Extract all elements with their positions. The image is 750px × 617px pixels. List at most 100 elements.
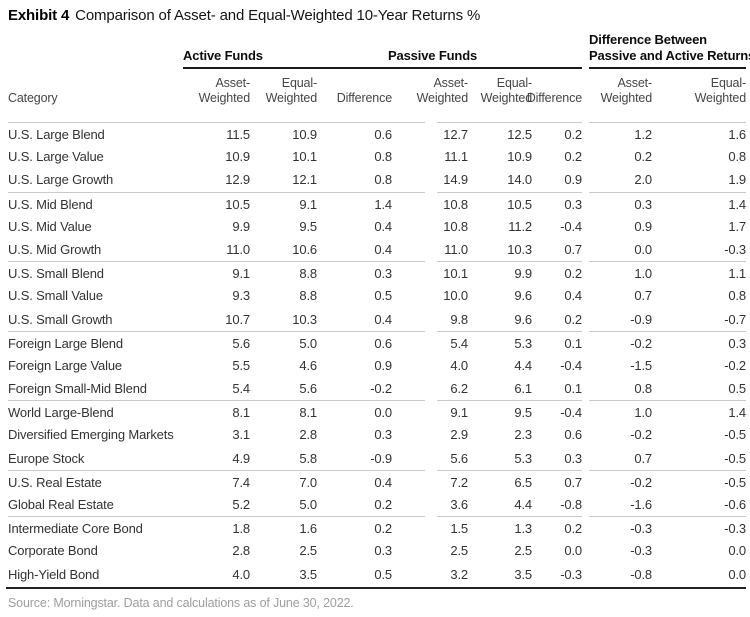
value-cell-active-asset: 5.5 bbox=[232, 357, 250, 373]
category-cell: U.S. Real Estate bbox=[8, 474, 102, 490]
row-section-difference: -0.8 0.0 bbox=[589, 563, 746, 586]
value-cell-passive-asset: 6.2 bbox=[450, 381, 468, 397]
value-cell-diff-equal: -0.5 bbox=[724, 427, 746, 443]
category-cell: Foreign Large Blend bbox=[8, 335, 123, 351]
column-gap bbox=[425, 516, 437, 539]
value-cell-diff-equal: -0.3 bbox=[724, 241, 746, 257]
value-cell-passive-difference: 0.1 bbox=[564, 381, 582, 397]
value-cell-passive-equal: 9.6 bbox=[514, 311, 532, 327]
value-cell-active-asset: 9.3 bbox=[232, 288, 250, 304]
value-cell-diff-asset: 1.2 bbox=[634, 127, 652, 142]
column-gap bbox=[425, 192, 437, 215]
value-cell-active-difference: 0.5 bbox=[374, 566, 392, 582]
row-section-active: U.S. Mid Blend 10.5 9.1 1.4 bbox=[8, 191, 425, 215]
value-cell-active-asset: 8.1 bbox=[232, 405, 250, 421]
value-cell-active-difference: 0.4 bbox=[374, 311, 392, 327]
value-cell-diff-asset: -1.6 bbox=[630, 497, 652, 512]
row-section-difference: -0.9 -0.7 bbox=[589, 308, 746, 331]
column-header-passive-asset-weighted: Asset- Weighted bbox=[417, 76, 469, 106]
row-section-passive: 2.5 2.5 0.0 bbox=[437, 539, 582, 562]
category-cell: U.S. Small Blend bbox=[8, 266, 104, 282]
table-row: High-Yield Bond 4.0 3.5 0.5 3.2 3.5 -0.3… bbox=[0, 563, 750, 586]
value-cell-passive-asset: 10.0 bbox=[443, 288, 468, 304]
column-gap bbox=[582, 563, 589, 586]
category-cell: Corporate Bond bbox=[8, 543, 98, 559]
value-cell-passive-asset: 7.2 bbox=[450, 474, 468, 490]
row-section-passive: 6.2 6.1 0.1 bbox=[437, 377, 582, 400]
value-cell-active-equal: 10.3 bbox=[292, 311, 317, 327]
value-cell-passive-asset: 3.2 bbox=[450, 566, 468, 582]
column-header-line: Equal- bbox=[710, 76, 746, 90]
value-cell-active-equal: 5.6 bbox=[299, 381, 317, 397]
table-body: U.S. Large Blend 11.5 10.9 0.6 12.7 12.5… bbox=[0, 122, 750, 586]
value-cell-passive-equal: 4.4 bbox=[514, 497, 532, 512]
row-section-difference: 0.7 0.8 bbox=[589, 284, 746, 307]
value-cell-diff-asset: -0.3 bbox=[630, 521, 652, 537]
value-cell-passive-asset: 12.7 bbox=[443, 127, 468, 142]
row-section-difference: 0.7 -0.5 bbox=[589, 447, 746, 470]
row-section-difference: 0.2 0.8 bbox=[589, 145, 746, 168]
value-cell-passive-asset: 14.9 bbox=[443, 172, 468, 188]
category-cell: U.S. Large Blend bbox=[8, 127, 105, 142]
table-row: U.S. Small Growth 10.7 10.3 0.4 9.8 9.6 … bbox=[0, 308, 750, 331]
row-section-passive: 10.1 9.9 0.2 bbox=[437, 261, 582, 284]
row-section-active: Diversified Emerging Markets 3.1 2.8 0.3 bbox=[8, 423, 425, 446]
value-cell-passive-equal: 9.5 bbox=[514, 405, 532, 421]
column-header-line: Equal- bbox=[496, 76, 532, 90]
value-cell-passive-asset: 9.1 bbox=[450, 405, 468, 421]
column-gap bbox=[425, 423, 437, 446]
value-cell-passive-equal: 3.5 bbox=[514, 566, 532, 582]
value-cell-active-difference: 0.4 bbox=[374, 241, 392, 257]
value-cell-active-asset: 9.1 bbox=[232, 266, 250, 282]
category-cell: Foreign Small-Mid Blend bbox=[8, 381, 147, 397]
value-cell-active-difference: 0.6 bbox=[374, 335, 392, 351]
column-gap bbox=[425, 400, 437, 423]
value-cell-active-asset: 3.1 bbox=[232, 427, 250, 443]
value-cell-active-asset: 10.7 bbox=[225, 311, 250, 327]
column-gap bbox=[582, 539, 589, 562]
table-row: U.S. Real Estate 7.4 7.0 0.4 7.2 6.5 0.7… bbox=[0, 469, 750, 493]
row-section-active: U.S. Large Blend 11.5 10.9 0.6 bbox=[8, 122, 425, 145]
row-section-active: Corporate Bond 2.8 2.5 0.3 bbox=[8, 539, 425, 562]
value-cell-passive-difference: 0.6 bbox=[564, 427, 582, 443]
value-cell-passive-equal: 11.2 bbox=[508, 218, 532, 234]
value-cell-diff-asset: -0.3 bbox=[630, 543, 652, 559]
row-section-active: High-Yield Bond 4.0 3.5 0.5 bbox=[8, 563, 425, 586]
row-section-passive: 5.4 5.3 0.1 bbox=[437, 330, 582, 354]
column-header-active-difference: Difference bbox=[336, 91, 392, 105]
value-cell-active-asset: 4.9 bbox=[232, 450, 250, 466]
value-cell-active-equal: 7.0 bbox=[299, 474, 317, 490]
column-gap bbox=[425, 238, 437, 261]
row-section-difference: 0.8 0.5 bbox=[589, 377, 746, 400]
row-section-active: Foreign Small-Mid Blend 5.4 5.6 -0.2 bbox=[8, 377, 425, 400]
value-cell-diff-equal: -0.5 bbox=[724, 450, 746, 466]
column-header-passive-difference: Difference bbox=[526, 91, 582, 105]
value-cell-passive-equal: 6.1 bbox=[514, 381, 532, 397]
value-cell-active-difference: 0.9 bbox=[374, 357, 392, 373]
value-cell-passive-difference: -0.8 bbox=[560, 497, 582, 512]
value-cell-active-equal: 5.0 bbox=[299, 335, 317, 351]
table-row: U.S. Large Blend 11.5 10.9 0.6 12.7 12.5… bbox=[0, 122, 750, 145]
value-cell-diff-equal: 1.4 bbox=[728, 405, 746, 421]
table-row: Corporate Bond 2.8 2.5 0.3 2.5 2.5 0.0 -… bbox=[0, 539, 750, 562]
column-gap bbox=[425, 145, 437, 168]
value-cell-active-difference: 0.4 bbox=[374, 218, 392, 234]
exhibit-title: Exhibit 4 Comparison of Asset- and Equal-… bbox=[8, 7, 480, 24]
value-cell-diff-asset: -1.5 bbox=[630, 357, 652, 373]
row-section-passive: 10.8 11.2 -0.4 bbox=[437, 215, 582, 238]
row-section-active: Foreign Large Blend 5.6 5.0 0.6 bbox=[8, 330, 425, 354]
value-cell-passive-difference: 0.2 bbox=[564, 266, 582, 282]
column-gap bbox=[582, 377, 589, 400]
value-cell-passive-asset: 5.6 bbox=[450, 450, 468, 466]
value-cell-passive-equal: 5.3 bbox=[514, 335, 532, 351]
value-cell-diff-asset: 0.0 bbox=[634, 241, 652, 257]
column-gap bbox=[582, 238, 589, 261]
value-cell-passive-difference: 0.2 bbox=[564, 311, 582, 327]
column-header-line: Weighted bbox=[198, 91, 251, 105]
value-cell-active-equal: 5.8 bbox=[299, 450, 317, 466]
value-cell-diff-equal: -0.6 bbox=[724, 497, 746, 512]
table-row: U.S. Large Growth 12.9 12.1 0.8 14.9 14.… bbox=[0, 168, 750, 191]
value-cell-passive-asset: 10.8 bbox=[443, 196, 468, 212]
row-section-active: World Large-Blend 8.1 8.1 0.0 bbox=[8, 400, 425, 423]
